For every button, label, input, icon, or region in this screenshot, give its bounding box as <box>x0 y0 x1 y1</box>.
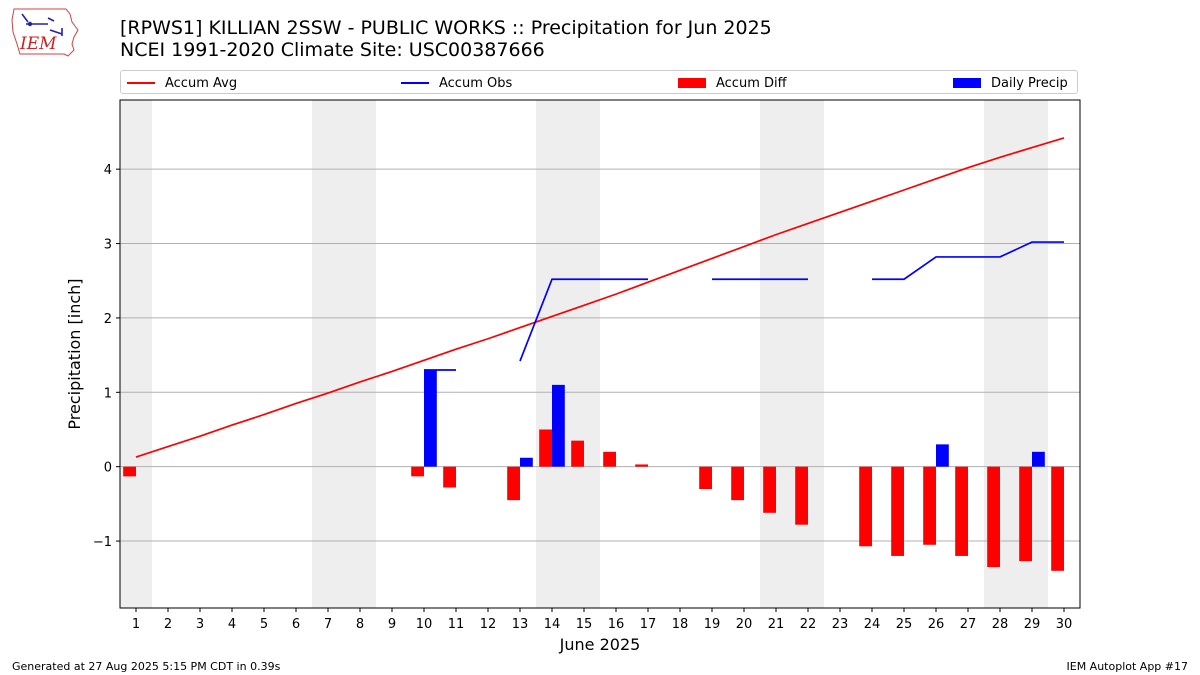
accum-diff-bar <box>507 466 520 501</box>
chart-title: [RPWS1] KILLIAN 2SSW - PUBLIC WORKS :: P… <box>120 17 772 61</box>
daily-precip-bar <box>936 444 949 467</box>
weekend-shade-2 <box>312 100 376 608</box>
legend-label-accum-obs: Accum Obs <box>439 75 513 91</box>
accum-diff-bar <box>923 466 936 545</box>
x-tick-label: 25 <box>896 617 913 632</box>
x-tick-label: 26 <box>928 617 945 632</box>
x-tick-label: 17 <box>640 617 657 632</box>
legend-swatch-accum-avg <box>127 82 155 84</box>
iowa-state-outline <box>11 8 79 57</box>
y-tick-label: 4 <box>104 163 112 178</box>
bar-series <box>123 369 1064 571</box>
x-tick-label: 20 <box>736 617 753 632</box>
x-tick-label: 23 <box>832 617 849 632</box>
x-tick-label: 6 <box>292 617 300 632</box>
legend-label-daily-precip: Daily Precip <box>991 75 1068 91</box>
y-axis-label: Precipitation [inch] <box>65 278 84 429</box>
x-tick-label: 5 <box>260 617 268 632</box>
accum-diff-bar <box>987 466 1000 568</box>
accum-obs-line <box>872 241 1064 281</box>
station-dot <box>27 21 33 27</box>
accum-diff-bar <box>123 466 136 477</box>
x-tick-label: 30 <box>1056 617 1073 632</box>
x-tick-label: 28 <box>992 617 1009 632</box>
x-tick-label: 10 <box>416 617 433 632</box>
weekend-shade-3 <box>536 100 600 608</box>
y-tick-label: 0 <box>104 461 112 476</box>
accum-diff-bar <box>603 451 616 467</box>
x-tick-label: 13 <box>512 617 529 632</box>
weather-station-icon <box>21 13 63 36</box>
accum-obs-line <box>519 278 648 362</box>
y-tick-label: 2 <box>104 312 112 327</box>
daily-precip-bar <box>552 384 565 467</box>
accum-diff-bar <box>539 429 552 467</box>
x-tick-label: 24 <box>864 617 881 632</box>
daily-precip-bar <box>424 369 437 467</box>
x-tick-label: 1 <box>132 617 140 632</box>
legend-swatch-accum-obs <box>401 82 429 84</box>
x-axis-label: June 2025 <box>559 635 641 654</box>
y-tick-label: −1 <box>93 535 112 550</box>
accum-diff-bar <box>571 440 584 467</box>
accum-diff-bar <box>411 466 424 477</box>
x-tick-label: 4 <box>228 617 236 632</box>
accum-diff-bar <box>763 466 776 513</box>
legend-item-daily-precip: Daily Precip <box>953 75 1068 91</box>
accum-diff-bar <box>635 464 648 467</box>
x-tick-label: 7 <box>324 617 332 632</box>
weekend-shade-4 <box>760 100 824 608</box>
iem-logo: IEM <box>11 8 79 57</box>
accum-avg-line <box>135 137 1065 458</box>
x-tick-label: 22 <box>800 617 817 632</box>
weekend-shade-1 <box>120 100 152 608</box>
x-tick-label: 21 <box>768 617 785 632</box>
daily-precip-bar <box>520 457 533 467</box>
x-tick-label: 12 <box>480 617 497 632</box>
chart-legend: Accum Avg Accum Obs Accum Diff Daily Pre… <box>120 70 1078 94</box>
footer-generated: Generated at 27 Aug 2025 5:15 PM CDT in … <box>12 660 281 673</box>
x-tick-label: 27 <box>960 617 977 632</box>
accum-diff-bar <box>731 466 744 501</box>
accum-diff-bar <box>443 466 456 488</box>
accum-diff-bar <box>699 466 712 489</box>
daily-precip-bar <box>1032 451 1045 467</box>
legend-swatch-daily-precip <box>953 78 981 88</box>
x-tick-label: 2 <box>164 617 172 632</box>
line-series <box>135 137 1065 458</box>
x-tick-label: 29 <box>1024 617 1041 632</box>
accum-diff-bar <box>795 466 808 525</box>
accum-diff-bar <box>1051 466 1064 571</box>
x-tick-label: 14 <box>544 617 561 632</box>
legend-item-accum-obs: Accum Obs <box>401 75 512 91</box>
x-tick-label: 18 <box>672 617 689 632</box>
legend-label-accum-diff: Accum Diff <box>716 75 787 91</box>
y-tick-label: 3 <box>104 238 112 253</box>
x-tick-label: 16 <box>608 617 625 632</box>
chart-title-line-2: NCEI 1991-2020 Climate Site: USC00387666 <box>120 39 545 61</box>
x-tick-label: 11 <box>448 617 465 632</box>
legend-item-accum-avg: Accum Avg <box>127 75 237 91</box>
accum-diff-bar <box>1019 466 1032 562</box>
legend-swatch-accum-diff <box>678 78 706 88</box>
accum-diff-bar <box>859 466 872 547</box>
x-tick-label: 19 <box>704 617 721 632</box>
footer-app-id: IEM Autoplot App #17 <box>1066 660 1189 673</box>
accum-diff-bar <box>891 466 904 556</box>
legend-label-accum-avg: Accum Avg <box>165 75 238 91</box>
weekend-shading <box>120 100 1048 608</box>
legend-item-accum-diff: Accum Diff <box>678 75 787 91</box>
x-tick-label: 8 <box>356 617 364 632</box>
y-tick-label: 1 <box>104 386 112 401</box>
iem-logo-text: IEM <box>19 34 57 54</box>
x-tick-label: 15 <box>576 617 593 632</box>
chart-title-line-1: [RPWS1] KILLIAN 2SSW - PUBLIC WORKS :: P… <box>120 17 772 39</box>
x-tick-label: 3 <box>196 617 204 632</box>
y-gridlines <box>120 168 1080 542</box>
x-tick-label: 9 <box>388 617 396 632</box>
plot-frame <box>119 99 1081 609</box>
accum-diff-bar <box>955 466 968 556</box>
